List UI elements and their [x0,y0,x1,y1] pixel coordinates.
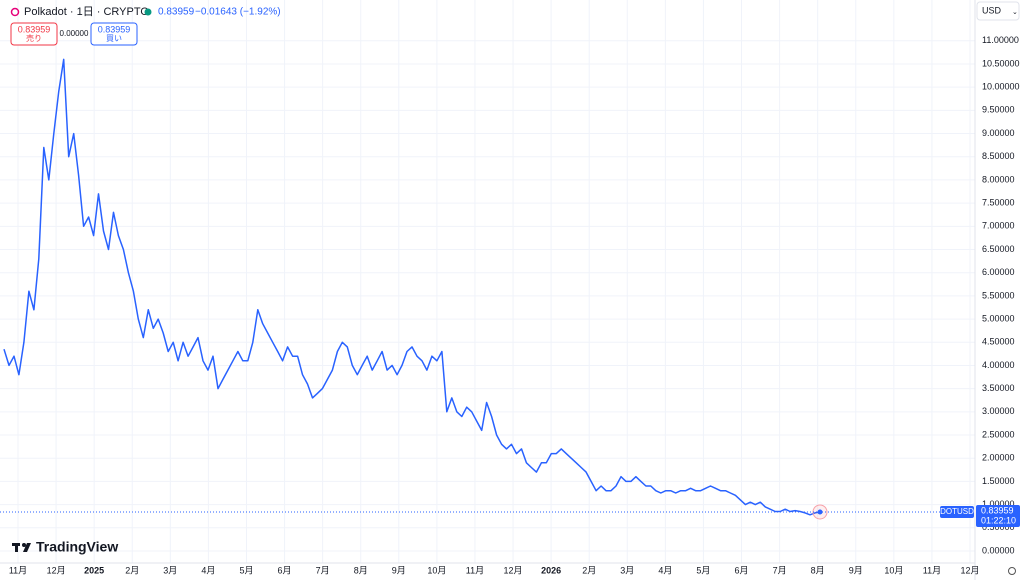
x-tick-label: 10月 [427,565,446,575]
x-tick-label: 12月 [47,565,66,575]
x-tick-label: 5月 [696,565,710,575]
brand-name: TradingView [36,539,118,555]
y-tick-label: 3.00000 [982,406,1015,416]
y-tick-label: 8.00000 [982,174,1015,184]
x-tick-label: 7月 [316,565,330,575]
y-tick-label: 2.00000 [982,453,1015,463]
price-line [3,58,821,516]
sell-label: 売り [26,33,42,43]
x-tick-label: 3月 [163,565,177,575]
y-tick-label: 9.00000 [982,128,1015,138]
x-tick-label: 8月 [354,565,368,575]
sell-button[interactable] [10,22,58,46]
y-tick-label: 7.00000 [982,221,1015,231]
price-change: −0.01643 (−1.92%) [195,7,281,18]
y-tick-label: 5.50000 [982,290,1015,300]
price-tag-value: 0.83959 [981,505,1014,515]
x-tick-label: 11月 [9,565,27,575]
y-tick-label: 1.50000 [982,476,1015,486]
dropdown-arrow: ⌄ [1012,9,1018,16]
x-tick-label: 4月 [658,565,672,575]
x-tick-label: 11月 [466,565,484,575]
symbol-tag-label: DOTUSD [940,507,974,516]
y-tick-label: 8.50000 [982,151,1015,161]
price-tag-countdown: 01:22:10 [981,515,1016,525]
y-tick-label: 5.00000 [982,313,1015,323]
x-tick-label: 10月 [884,565,903,575]
y-tick-label: 1.00000 [982,499,1015,509]
x-tick-label: 12月 [504,565,523,575]
symbol-tag [940,506,974,519]
x-tick-label: 7月 [773,565,787,575]
status-dot [144,8,152,16]
x-tick-label: 9月 [849,565,863,575]
y-tick-label: 4.00000 [982,360,1015,370]
chart-title: Polkadot · 1日 · CRYPTO [24,6,149,18]
y-tick-label: 2.50000 [982,429,1015,439]
x-tick-label: 8月 [811,565,825,575]
x-tick-label: 12月 [960,565,979,575]
x-tick-label: 6月 [278,565,292,575]
y-tick-label: 11.00000 [982,35,1019,45]
x-tick-label: 11月 [923,565,941,575]
y-tick-label: 6.50000 [982,244,1015,254]
x-tick-label: 9月 [392,565,406,575]
y-tick-label: 9.50000 [982,105,1015,115]
last-point [817,509,823,515]
y-tick-label: 0.00000 [982,545,1015,555]
price-tag [976,505,1020,528]
x-tick-label: 5月 [239,565,253,575]
spread: 0.00000 [60,29,89,38]
buy-button[interactable] [90,22,138,46]
currency: USD [982,5,1002,15]
x-tick-label: 6月 [735,565,749,575]
x-tick-label: 3月 [620,565,634,575]
y-tick-label: 7.50000 [982,198,1015,208]
buy-price: 0.83959 [98,24,131,34]
grid [0,0,975,563]
settings-icon[interactable] [1008,567,1016,575]
currency-select[interactable] [976,1,1020,21]
y-tick-label: 10.50000 [982,58,1020,68]
sell-price: 0.83959 [18,24,51,34]
last-price: 0.83959 [158,7,195,18]
buy-label: 買い [106,34,122,43]
x-tick-label: 2月 [125,565,139,575]
y-tick-label: 0.50000 [982,522,1015,532]
y-tick-label: 4.50000 [982,337,1015,347]
y-tick-label: 6.00000 [982,267,1015,277]
y-tick-label: 10.00000 [982,82,1020,92]
x-tick-label: 2025 [84,565,104,575]
symbol-icon [10,7,20,17]
x-tick-label: 2月 [582,565,596,575]
x-tick-label: 4月 [201,565,215,575]
y-tick-label: 3.50000 [982,383,1015,393]
x-tick-label: 2026 [541,565,561,575]
brand-logo [12,543,31,552]
